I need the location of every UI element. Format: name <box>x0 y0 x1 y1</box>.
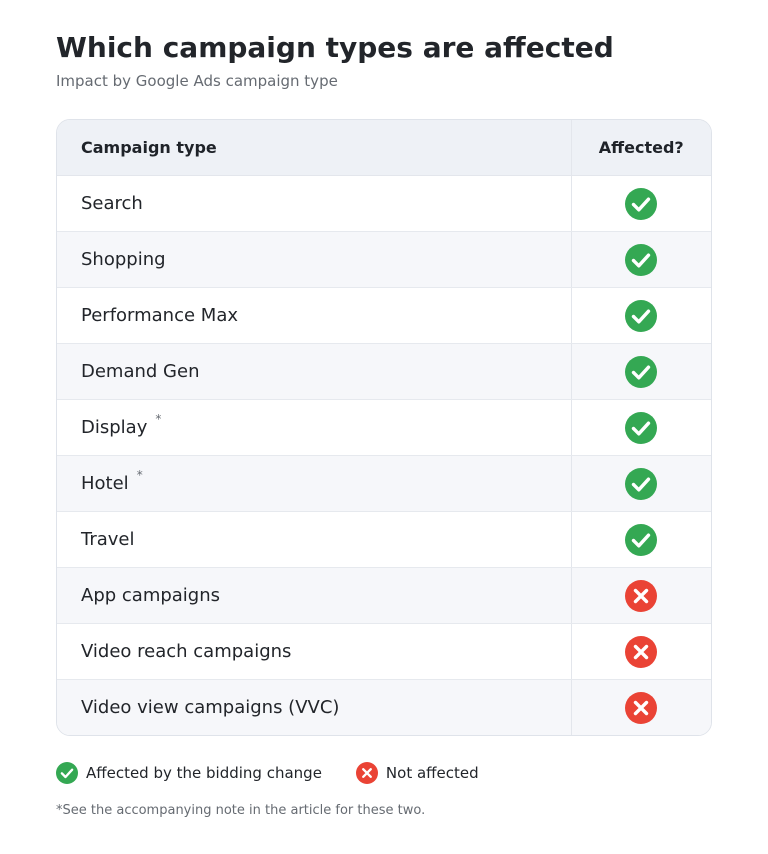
page-title: Which campaign types are affected <box>56 31 614 64</box>
table-row: Search <box>57 175 711 232</box>
table-header-row: Campaign type Affected? <box>57 120 711 176</box>
campaign-type-label: Video reach campaigns <box>81 641 292 662</box>
check-circle-icon <box>625 243 658 276</box>
affected-cell <box>570 175 711 232</box>
affected-cell <box>570 511 711 568</box>
x-circle-icon <box>355 762 378 784</box>
affected-cell <box>570 455 711 512</box>
table-row: Demand Gen <box>57 343 711 400</box>
table-row: App campaigns <box>57 567 711 624</box>
campaign-type-cell: Performance Max <box>57 287 571 344</box>
check-circle-icon <box>625 187 658 220</box>
affected-cell <box>570 567 711 624</box>
check-circle-icon <box>625 299 658 332</box>
campaign-table: Campaign type Affected? Search Shopping Pe… <box>56 119 712 736</box>
footnote: *See the accompanying note in the articl… <box>56 803 426 818</box>
check-circle-icon <box>625 411 658 444</box>
campaign-type-cell: Display * <box>57 399 571 456</box>
affected-cell <box>570 399 711 456</box>
table-body: Search Shopping Performance Max Demand Gen D… <box>57 175 711 735</box>
page-subtitle: Impact by Google Ads campaign type <box>56 72 338 90</box>
x-circle-icon <box>625 691 658 724</box>
legend-label-not-affected: Not affected <box>385 764 479 782</box>
campaign-type-label: Demand Gen <box>81 361 200 382</box>
legend: Affected by the bidding change Not affec… <box>56 762 479 784</box>
campaign-type-cell: Video view campaigns (VVC) <box>57 679 571 735</box>
campaign-type-cell: Demand Gen <box>57 343 571 400</box>
campaign-type-label: Shopping <box>81 249 166 270</box>
footnote-marker: * <box>155 412 162 426</box>
check-circle-icon <box>625 355 658 388</box>
legend-item-affected: Affected by the bidding change <box>56 762 322 784</box>
campaign-type-label: Video view campaigns (VVC) <box>81 697 340 718</box>
check-circle-icon <box>625 467 658 500</box>
affected-cell <box>570 287 711 344</box>
campaign-type-cell: Video reach campaigns <box>57 623 571 680</box>
footnote-marker: * <box>136 468 143 482</box>
legend-item-not-affected: Not affected <box>355 762 479 784</box>
column-header-campaign-type: Campaign type <box>57 120 571 176</box>
check-circle-icon <box>625 523 658 556</box>
affected-cell <box>570 623 711 680</box>
table-row: Video view campaigns (VVC) <box>57 679 711 735</box>
table-row: Display * <box>57 399 711 456</box>
affected-cell <box>570 231 711 288</box>
campaign-type-cell: Travel <box>57 511 571 568</box>
campaign-type-cell: Search <box>57 175 571 232</box>
table-row: Travel <box>57 511 711 568</box>
table-row: Performance Max <box>57 287 711 344</box>
campaign-type-label: Hotel <box>81 473 129 494</box>
campaign-type-label: Performance Max <box>81 305 238 326</box>
campaign-type-cell: App campaigns <box>57 567 571 624</box>
affected-cell <box>570 679 711 735</box>
x-circle-icon <box>625 635 658 668</box>
campaign-type-label: Display <box>81 417 148 438</box>
affected-cell <box>570 343 711 400</box>
campaign-type-label: Search <box>81 193 143 214</box>
x-circle-icon <box>625 579 658 612</box>
campaign-type-cell: Hotel * <box>57 455 571 512</box>
column-header-affected: Affected? <box>570 120 711 176</box>
table-row: Shopping <box>57 231 711 288</box>
table-row: Video reach campaigns <box>57 623 711 680</box>
check-circle-icon <box>56 762 78 784</box>
campaign-type-label: App campaigns <box>81 585 221 606</box>
legend-label-affected: Affected by the bidding change <box>86 764 322 782</box>
table-row: Hotel * <box>57 455 711 512</box>
campaign-type-label: Travel <box>81 529 135 550</box>
campaign-type-cell: Shopping <box>57 231 571 288</box>
